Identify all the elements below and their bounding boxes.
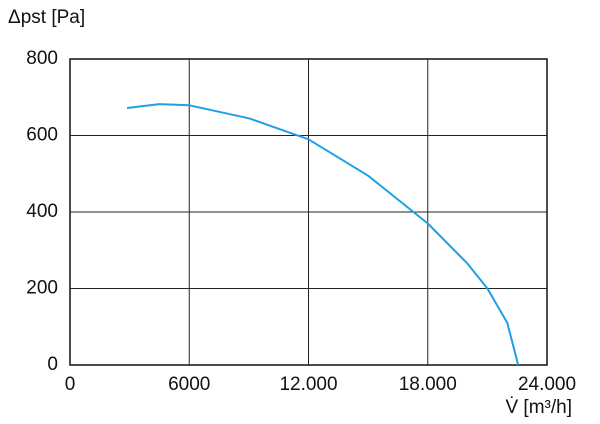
x-tick-label: 0	[65, 374, 76, 395]
y-axis-label: Δpst [Pa]	[8, 7, 85, 28]
x-tick-label: 24.000	[518, 374, 576, 395]
y-tick-label: 0	[47, 354, 58, 375]
x-axis-label: V̇ [m³/h]	[505, 397, 572, 418]
y-tick-label: 800	[26, 48, 58, 69]
plot-frame	[69, 58, 548, 366]
x-tick-label: 12.000	[279, 374, 337, 395]
y-tick-label: 600	[26, 125, 58, 146]
x-tick-label: 18.000	[399, 374, 457, 395]
y-tick-label: 200	[26, 278, 58, 299]
fan-curve	[126, 103, 520, 366]
x-tick-label: 6000	[168, 374, 210, 395]
y-tick-label: 400	[26, 201, 58, 222]
